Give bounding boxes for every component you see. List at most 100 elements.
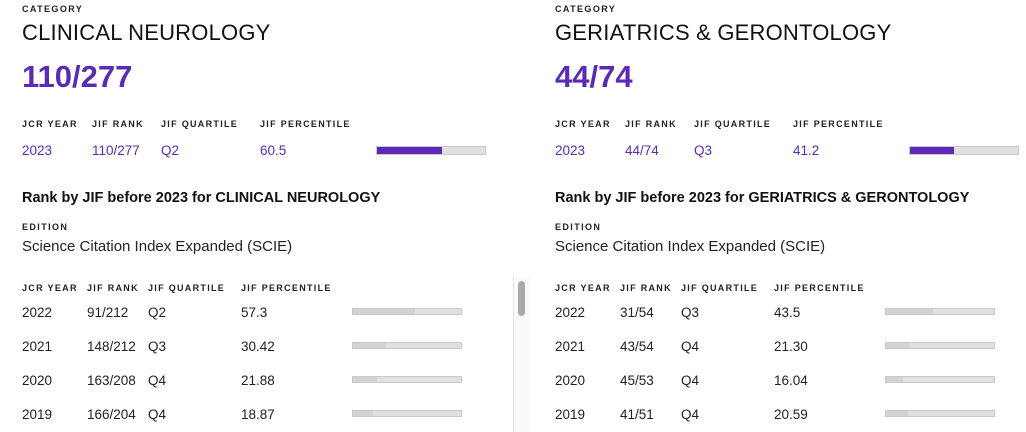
row-percentile-bar — [352, 376, 462, 383]
row-percentile-bar — [885, 376, 995, 383]
history-jif-quartile-header: JIF QUARTILE — [681, 283, 759, 293]
row-rank: 31/54 — [620, 305, 654, 320]
row-quartile: Q3 — [148, 339, 167, 354]
row-quartile: Q3 — [681, 305, 700, 320]
table-row: 2019 166/204 Q4 18.87 — [22, 407, 492, 427]
edition-value: Science Citation Index Expanded (SCIE) — [22, 238, 293, 255]
row-quartile: Q4 — [148, 373, 167, 388]
history-jif-rank-header: JIF RANK — [620, 283, 672, 293]
row-rank: 41/51 — [620, 407, 654, 422]
history-title: Rank by JIF before 2023 for GERIATRICS &… — [555, 190, 970, 206]
current-quartile: Q2 — [161, 143, 180, 158]
category-name: CLINICAL NEUROLOGY — [22, 20, 271, 45]
category-rank: 44/74 — [555, 59, 633, 94]
row-year: 2022 — [555, 305, 586, 320]
history-jif-rank-header: JIF RANK — [87, 283, 139, 293]
jcr-year-header: JCR YEAR — [22, 119, 78, 129]
row-rank: 43/54 — [620, 339, 654, 354]
table-row: 2022 91/212 Q2 57.3 — [22, 305, 492, 325]
row-year: 2021 — [22, 339, 53, 354]
jif-percentile-header: JIF PERCENTILE — [260, 119, 351, 129]
table-row: 2021 43/54 Q4 21.30 — [555, 339, 1025, 359]
percentile-bar-fill — [377, 147, 443, 154]
category-panel-geriatrics-gerontology: CATEGORY GERIATRICS & GERONTOLOGY 44/74 … — [555, 0, 1026, 432]
row-rank: 163/208 — [87, 373, 136, 388]
table-row: 2022 31/54 Q3 43.5 — [555, 305, 1025, 325]
percentile-bar-fill — [353, 377, 377, 382]
current-year: 2023 — [555, 143, 586, 158]
percentile-bar-fill — [886, 343, 909, 348]
current-percentile: 60.5 — [260, 143, 287, 158]
row-percentile: 20.59 — [774, 407, 808, 422]
row-quartile: Q4 — [681, 339, 700, 354]
current-rank: 44/74 — [625, 143, 659, 158]
row-percentile: 43.5 — [774, 305, 801, 320]
row-quartile: Q4 — [681, 373, 700, 388]
row-percentile-bar — [352, 342, 462, 349]
edition-label: EDITION — [22, 222, 69, 232]
row-percentile: 30.42 — [241, 339, 275, 354]
row-percentile: 21.88 — [241, 373, 275, 388]
row-percentile-bar — [352, 308, 462, 315]
history-jif-percentile-header: JIF PERCENTILE — [774, 283, 865, 293]
edition-label: EDITION — [555, 222, 602, 232]
category-label: CATEGORY — [22, 4, 84, 14]
jif-quartile-header: JIF QUARTILE — [161, 119, 239, 129]
row-quartile: Q4 — [148, 407, 167, 422]
category-panel-clinical-neurology: CATEGORY CLINICAL NEUROLOGY 110/277 JCR … — [22, 0, 502, 432]
table-row: 2021 148/212 Q3 30.42 — [22, 339, 492, 359]
row-rank: 166/204 — [87, 407, 136, 422]
history-title: Rank by JIF before 2023 for CLINICAL NEU… — [22, 190, 381, 206]
percentile-bar-fill — [353, 343, 386, 348]
row-percentile: 16.04 — [774, 373, 808, 388]
current-percentile-bar — [376, 146, 486, 155]
jif-rank-header: JIF RANK — [92, 119, 144, 129]
row-percentile-bar — [885, 308, 995, 315]
table-row: 2020 45/53 Q4 16.04 — [555, 373, 1025, 393]
row-year: 2020 — [22, 373, 53, 388]
table-row: 2019 41/51 Q4 20.59 — [555, 407, 1025, 427]
jif-rank-header: JIF RANK — [625, 119, 677, 129]
row-year: 2021 — [555, 339, 586, 354]
row-year: 2019 — [22, 407, 53, 422]
percentile-bar-fill — [353, 309, 415, 314]
history-jif-quartile-header: JIF QUARTILE — [148, 283, 226, 293]
percentile-bar-fill — [353, 411, 374, 416]
row-year: 2020 — [555, 373, 586, 388]
row-year: 2022 — [22, 305, 53, 320]
table-row: 2020 163/208 Q4 21.88 — [22, 373, 492, 393]
current-year: 2023 — [22, 143, 53, 158]
history-jcr-year-header: JCR YEAR — [22, 283, 78, 293]
category-name: GERIATRICS & GERONTOLOGY — [555, 20, 892, 45]
current-rank: 110/277 — [92, 143, 140, 158]
percentile-bar-fill — [886, 309, 933, 314]
row-rank: 91/212 — [87, 305, 129, 320]
current-percentile-bar — [909, 146, 1019, 155]
current-quartile: Q3 — [694, 143, 713, 158]
history-jif-percentile-header: JIF PERCENTILE — [241, 283, 332, 293]
row-percentile-bar — [885, 410, 995, 417]
percentile-bar-fill — [910, 147, 955, 154]
history-scrollbar[interactable] — [513, 277, 530, 432]
row-rank: 45/53 — [620, 373, 654, 388]
jif-quartile-header: JIF QUARTILE — [694, 119, 772, 129]
row-percentile-bar — [885, 342, 995, 349]
percentile-bar-fill — [886, 411, 909, 416]
row-percentile: 57.3 — [241, 305, 268, 320]
row-year: 2019 — [555, 407, 586, 422]
jif-percentile-header: JIF PERCENTILE — [793, 119, 884, 129]
jcr-year-header: JCR YEAR — [555, 119, 611, 129]
current-percentile: 41.2 — [793, 143, 820, 158]
row-percentile: 18.87 — [241, 407, 275, 422]
row-percentile: 21.30 — [774, 339, 808, 354]
edition-value: Science Citation Index Expanded (SCIE) — [555, 238, 826, 255]
scrollbar-thumb[interactable] — [518, 281, 525, 316]
row-rank: 148/212 — [87, 339, 136, 354]
category-label: CATEGORY — [555, 4, 617, 14]
history-jcr-year-header: JCR YEAR — [555, 283, 611, 293]
row-quartile: Q2 — [148, 305, 167, 320]
row-percentile-bar — [352, 410, 462, 417]
row-quartile: Q4 — [681, 407, 700, 422]
category-rank: 110/277 — [22, 59, 133, 94]
percentile-bar-fill — [886, 377, 904, 382]
